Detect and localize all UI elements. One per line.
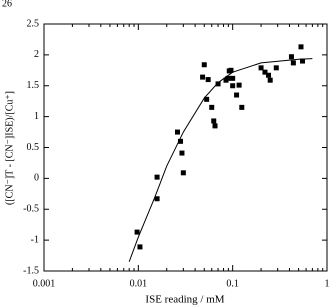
- data-point: [267, 77, 273, 83]
- data-point: [211, 118, 217, 124]
- data-point: [201, 62, 207, 68]
- x-axis-label: ISE reading / mM: [145, 294, 224, 306]
- data-point: [180, 170, 186, 176]
- data-point: [215, 81, 221, 87]
- y-tick-label: 2.5: [27, 18, 40, 29]
- y-tick-label: 0: [34, 173, 39, 184]
- x-tick-label: 1: [325, 278, 330, 289]
- y-tick-label: 2: [34, 49, 39, 60]
- data-point: [137, 244, 143, 250]
- data-point: [290, 60, 296, 66]
- data-point: [204, 96, 210, 102]
- y-tick-label: 0.5: [27, 142, 40, 153]
- y-tick-label: -1: [31, 234, 39, 245]
- data-point: [154, 174, 160, 180]
- data-point: [239, 104, 245, 110]
- y-tick-label: 1: [34, 111, 39, 122]
- data-point: [262, 69, 268, 75]
- data-point: [266, 72, 272, 78]
- data-point: [225, 75, 231, 81]
- data-point: [230, 75, 236, 81]
- data-point: [209, 104, 215, 110]
- data-point: [273, 65, 279, 71]
- page-number: 26: [2, 0, 12, 9]
- y-tick-label: -1.5: [23, 265, 39, 276]
- data-point: [300, 58, 306, 64]
- data-point: [179, 150, 185, 156]
- data-point: [288, 54, 294, 60]
- data-point: [134, 229, 140, 235]
- data-point: [228, 67, 234, 73]
- data-point: [234, 92, 240, 98]
- data-point: [258, 65, 264, 71]
- y-axis-label: ([CN⁻]T - [CN⁻]ISE)/[Cu⁺]: [4, 91, 15, 205]
- data-point: [178, 138, 184, 144]
- data-point: [236, 82, 242, 88]
- x-tick-label: 0.1: [226, 278, 239, 289]
- data-point: [200, 74, 206, 80]
- y-tick-label: -0.5: [23, 204, 39, 215]
- data-point: [212, 123, 218, 129]
- data-point: [174, 129, 180, 135]
- fit-curve: [128, 58, 313, 262]
- data-point: [298, 44, 304, 50]
- data-point: [205, 77, 211, 83]
- data-point: [154, 196, 160, 202]
- y-tick-label: 1.5: [27, 80, 40, 91]
- data-point: [230, 83, 236, 89]
- x-tick-label: 0.001: [33, 278, 56, 289]
- x-tick-label: 0.01: [130, 278, 148, 289]
